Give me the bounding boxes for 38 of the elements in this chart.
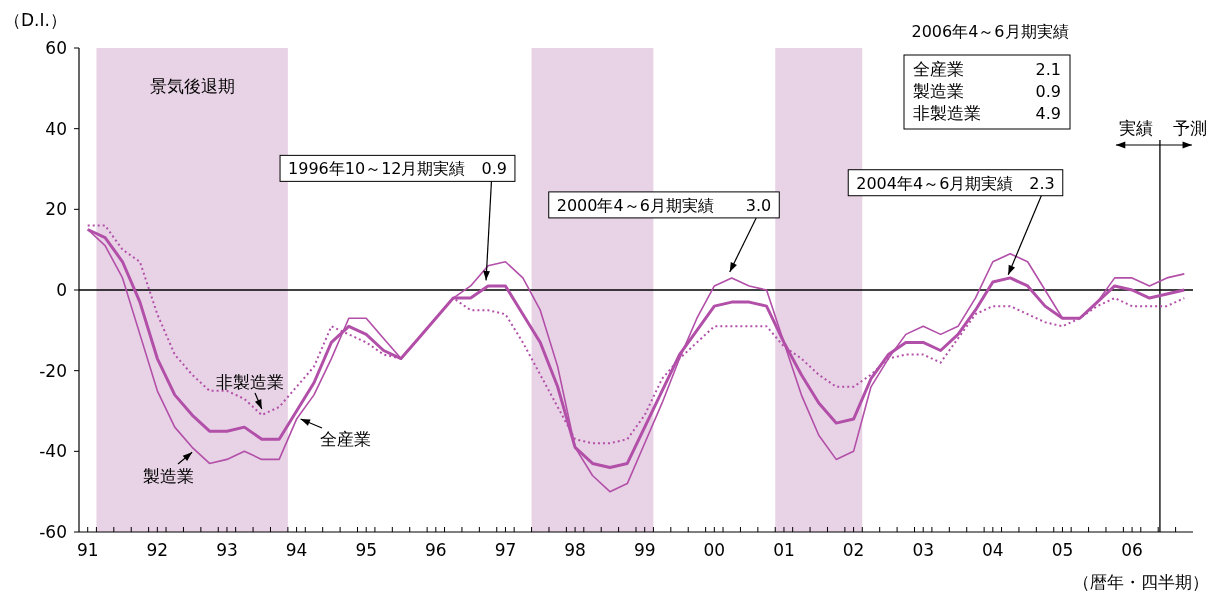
annotation: 実績: [1118, 118, 1153, 138]
annotation: 2.1: [1035, 60, 1061, 79]
x-tick-label: 96: [425, 540, 447, 560]
x-tick-label: 04: [982, 540, 1004, 560]
annotation: 2000年4～6月期実績 3.0: [556, 195, 772, 215]
band-label: 景気後退期: [149, 76, 235, 96]
x-tick-label: 93: [216, 540, 238, 560]
x-tick-label: 03: [912, 540, 935, 560]
x-tick-label: 98: [564, 540, 586, 560]
x-tick-label: 01: [773, 540, 795, 560]
annotation: 非製造業: [913, 103, 981, 123]
annotation: 0.9: [1035, 82, 1061, 101]
y-tick-label: 60: [45, 38, 67, 58]
x-tick-label: 06: [1121, 540, 1143, 560]
y-tick-label: -20: [39, 360, 67, 381]
x-axis-title: （暦年・四半期）: [1073, 572, 1209, 592]
y-axis-title: （D.I.）: [4, 10, 67, 30]
x-tick-label: 02: [842, 540, 865, 560]
annotation: 製造業: [913, 81, 964, 101]
annotation: 1996年10～12月期実績 0.9: [288, 159, 507, 179]
annotation: 予測: [1172, 118, 1207, 138]
y-tick-label: 40: [45, 118, 67, 139]
annotation: 全産業: [913, 59, 964, 79]
annotation: 4.9: [1035, 104, 1061, 123]
y-tick-label: 0: [56, 280, 67, 300]
x-tick-label: 91: [76, 540, 99, 560]
x-tick-label: 00: [703, 540, 726, 560]
y-tick-label: 20: [45, 199, 67, 220]
x-tick-label: 97: [494, 540, 517, 560]
x-tick-label: 94: [285, 540, 308, 560]
annotation: 2004年4～6月期実績 2.3: [856, 173, 1055, 193]
x-tick-label: 05: [1051, 540, 1074, 560]
y-tick-label: -40: [39, 441, 67, 462]
x-tick-label: 99: [633, 540, 656, 560]
x-tick-label: 92: [146, 540, 169, 560]
x-tick-label: 95: [355, 540, 378, 560]
y-tick-label: -60: [39, 522, 67, 542]
text: 2006年4～6月期実績: [911, 22, 1069, 41]
